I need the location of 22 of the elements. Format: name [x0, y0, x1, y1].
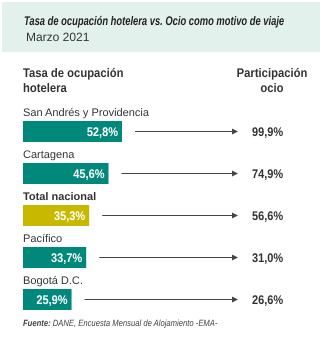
bar	[23, 163, 108, 184]
text: 56,6%	[252, 209, 284, 224]
data-label: 25,9%	[36, 293, 68, 308]
chart-subtitle: Marzo 2021	[26, 30, 90, 44]
text: 99,9%	[252, 125, 284, 140]
text: 74,9%	[252, 167, 284, 182]
text: Tasa de ocupación hotelera vs. Ocio como motivo de viaje	[24, 14, 284, 28]
text: Participación ocio	[236, 66, 308, 96]
source-note: Fuente: DANE, Encuesta Mensual de Alojamiento -EMA-	[23, 318, 218, 328]
text: 26,6%	[252, 293, 284, 308]
x-axis-title: Tasa de ocupación hotelera	[23, 66, 124, 96]
y-tick-label: Pacífico	[23, 233, 62, 245]
y-tick-label: San Andrés y Providencia	[23, 107, 150, 119]
y-tick-label: Cartagena	[23, 149, 76, 161]
data-label: 52,8%	[86, 125, 118, 140]
data-label: 33,7%	[51, 251, 83, 266]
y-tick-label: Total nacional	[23, 191, 96, 203]
data-label: 35,3%	[54, 209, 86, 224]
bar	[23, 121, 122, 142]
y-tick-label: Bogotá D.C.	[23, 275, 83, 287]
text: 31,0%	[252, 251, 284, 266]
data-label: 45,6%	[73, 167, 105, 182]
